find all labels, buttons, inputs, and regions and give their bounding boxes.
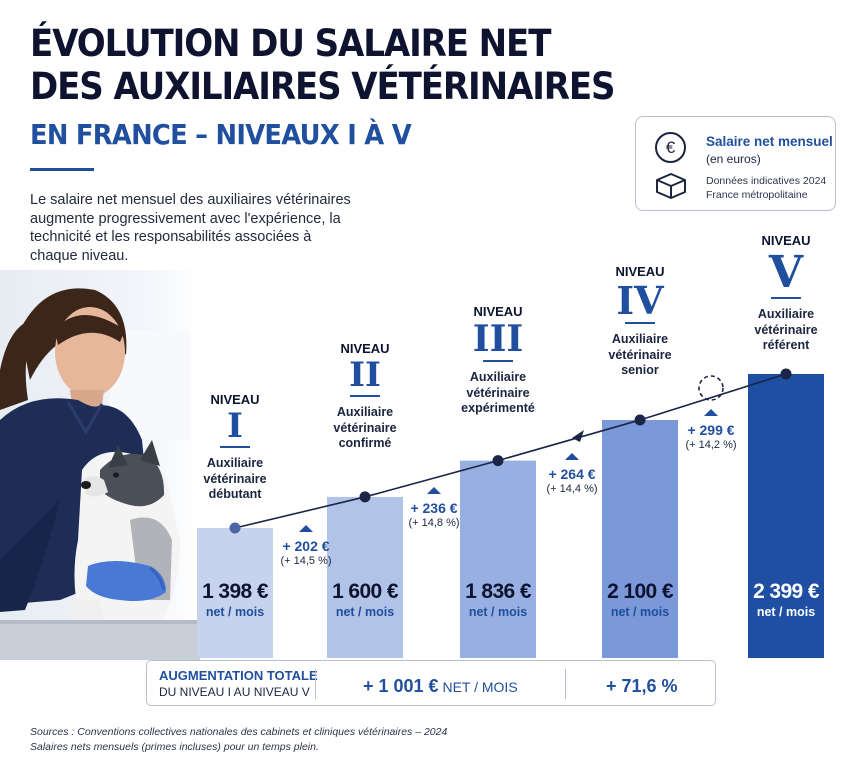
total-divider-1 bbox=[315, 669, 316, 699]
level-role-line: Auxiliaire bbox=[336, 405, 394, 419]
level-underline bbox=[220, 446, 250, 448]
trend-arrow-icon bbox=[572, 430, 584, 442]
legend-note-year: Données indicatives 2024 bbox=[706, 175, 827, 187]
level-role-line: Auxiliaire bbox=[757, 307, 815, 321]
level-underline bbox=[483, 360, 513, 362]
increase-amount: + 299 € bbox=[687, 422, 735, 438]
level-word: NIVEAU bbox=[340, 341, 390, 356]
level-role-line: débutant bbox=[208, 487, 262, 501]
increase-percent: (+ 14,2 %) bbox=[685, 439, 737, 451]
level-number: III bbox=[472, 318, 524, 360]
bar-unit-label: net / mois bbox=[335, 605, 395, 619]
total-amount: + 1 001 € NET / MOIS bbox=[363, 676, 518, 697]
increase-amount: + 236 € bbox=[410, 500, 458, 516]
legend-unit: (en euros) bbox=[706, 152, 761, 166]
euro-icon: € bbox=[655, 132, 686, 163]
title-line-2: DES AUXILIAIRES VÉTÉRINAIRES bbox=[30, 65, 616, 108]
level-word: NIVEAU bbox=[210, 392, 260, 407]
box-icon bbox=[656, 173, 686, 199]
bar-level-IV bbox=[602, 420, 678, 658]
level-role-line: vétérinaire bbox=[203, 471, 267, 486]
bar-value-label: 1 836 € bbox=[465, 580, 531, 603]
legend-title: Salaire net mensuel bbox=[706, 134, 833, 149]
trend-point-I bbox=[229, 522, 241, 534]
total-increase-box: AUGMENTATION TOTALE DU NIVEAU I AU NIVEA… bbox=[146, 660, 716, 706]
increase-percent: (+ 14,4 %) bbox=[546, 483, 598, 495]
level-role-line: Auxiliaire bbox=[469, 370, 527, 384]
total-sublabel: DU NIVEAU I AU NIVEAU V bbox=[159, 685, 310, 699]
level-role-line: Auxiliaire bbox=[206, 456, 264, 470]
level-underline bbox=[771, 297, 801, 299]
trend-point-IV bbox=[634, 414, 646, 426]
level-word: NIVEAU bbox=[473, 304, 523, 319]
level-role: Auxiliaire vétérinaire senior bbox=[585, 332, 695, 379]
level-number: V bbox=[768, 247, 804, 298]
total-label: AUGMENTATION TOTALE bbox=[159, 668, 318, 683]
increase-percent: (+ 14,5 %) bbox=[280, 555, 332, 567]
trend-point-III bbox=[492, 455, 504, 467]
level-number: IV bbox=[616, 278, 664, 323]
level-role-line: senior bbox=[621, 363, 659, 377]
bar-value-label: 1 398 € bbox=[202, 580, 268, 603]
level-role-line: confirmé bbox=[338, 436, 392, 450]
bar-unit-label: net / mois bbox=[205, 605, 265, 619]
total-amount-suffix: NET / MOIS bbox=[438, 679, 518, 695]
bar-unit-label: net / mois bbox=[756, 605, 816, 619]
level-underline bbox=[625, 322, 655, 324]
increase-arrow-icon bbox=[427, 487, 441, 494]
vet-with-dog-photo bbox=[0, 270, 200, 660]
legend-box: € Salaire net mensuel (en euros) Données… bbox=[635, 116, 836, 211]
level-word: NIVEAU bbox=[615, 264, 665, 279]
bar-unit-label: net / mois bbox=[468, 605, 528, 619]
level-word: NIVEAU bbox=[761, 233, 811, 248]
trend-point-V bbox=[780, 368, 792, 380]
bar-value-label: 2 399 € bbox=[753, 580, 819, 603]
level-role-line: vétérinaire bbox=[608, 347, 672, 362]
increase-arrow-icon bbox=[565, 453, 579, 460]
level-role-line: vétérinaire bbox=[466, 385, 530, 400]
page-title: ÉVOLUTION DU SALAIRE NET DES AUXILIAIRES… bbox=[30, 22, 616, 108]
bar-level-II bbox=[327, 496, 403, 658]
bar-value-label: 2 100 € bbox=[607, 580, 673, 603]
total-amount-value: + 1 001 € bbox=[363, 676, 439, 696]
legend-note-region: France métropolitaine bbox=[706, 189, 808, 201]
level-role-line: expérimenté bbox=[461, 401, 535, 415]
level-role-line: référent bbox=[762, 338, 810, 352]
total-percent: + 71,6 % bbox=[606, 676, 678, 696]
trend-point-II bbox=[359, 491, 371, 503]
level-role: Auxiliaire vétérinaire confirmé bbox=[310, 405, 420, 452]
level-role: Auxiliaire vétérinaire expérimenté bbox=[443, 370, 553, 417]
level-role-line: vétérinaire bbox=[754, 322, 818, 337]
increase-arrow-icon bbox=[299, 525, 313, 532]
level-role-line: vétérinaire bbox=[333, 420, 397, 435]
sources-line-1: Sources : Conventions collectives nation… bbox=[30, 726, 448, 738]
total-divider-2 bbox=[565, 669, 566, 699]
bar-level-I bbox=[197, 528, 273, 658]
level-number: I bbox=[227, 406, 243, 446]
increase-arrow-icon bbox=[704, 409, 718, 416]
bar-unit-label: net / mois bbox=[610, 605, 670, 619]
title-line-1: ÉVOLUTION DU SALAIRE NET bbox=[30, 22, 551, 65]
target-circle-icon bbox=[698, 375, 724, 401]
bar-level-V bbox=[748, 374, 824, 658]
title-divider bbox=[30, 168, 94, 171]
increase-amount: + 264 € bbox=[548, 466, 596, 482]
level-number: II bbox=[349, 355, 381, 395]
bar-value-label: 1 600 € bbox=[332, 580, 398, 603]
page-subtitle: EN FRANCE – NIVEAUX I À V bbox=[30, 118, 412, 151]
intro-text: Le salaire net mensuel des auxiliaires v… bbox=[30, 192, 351, 264]
increase-percent: (+ 14,8 %) bbox=[408, 517, 460, 529]
level-role: Auxiliaire vétérinaire référent bbox=[731, 307, 841, 354]
level-role: Auxiliaire vétérinaire débutant bbox=[180, 456, 290, 503]
level-role-line: Auxiliaire bbox=[611, 332, 669, 346]
bar-level-III bbox=[460, 460, 536, 658]
level-underline bbox=[350, 395, 380, 397]
increase-amount: + 202 € bbox=[282, 538, 330, 554]
sources-line-2: Salaires nets mensuels (primes incluses)… bbox=[30, 741, 319, 753]
